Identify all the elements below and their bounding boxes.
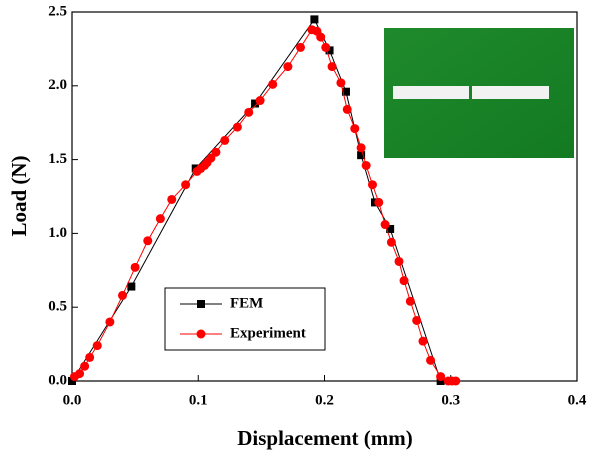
x-tick-label: 0.0 (63, 392, 82, 408)
y-tick-label: 1.5 (48, 151, 67, 167)
data-point (268, 79, 278, 89)
y-tick-label: 0.5 (48, 299, 67, 315)
data-point (356, 143, 366, 153)
data-point (357, 151, 366, 160)
data-point (367, 180, 377, 190)
data-point (361, 161, 371, 171)
data-point (426, 355, 436, 365)
data-point (80, 361, 90, 371)
data-point (350, 124, 360, 134)
x-tick-label: 0.2 (315, 392, 334, 408)
legend-label: Experiment (230, 325, 306, 341)
data-point (244, 107, 254, 117)
data-point (399, 276, 409, 286)
data-point (342, 104, 352, 114)
data-point (68, 377, 76, 385)
data-point (327, 62, 337, 72)
data-point (374, 197, 384, 207)
data-point (155, 214, 165, 224)
data-point (325, 46, 334, 55)
data-point (181, 180, 191, 190)
data-point (283, 62, 293, 72)
data-point (380, 220, 390, 230)
data-point (143, 236, 153, 246)
data-point (341, 87, 350, 96)
data-point (436, 372, 446, 382)
data-point (316, 32, 326, 42)
data-point (255, 96, 265, 106)
legend-label: FEM (230, 295, 263, 311)
data-point (405, 296, 415, 306)
y-axis-label: Load (N) (7, 155, 31, 236)
data-point (321, 42, 331, 52)
data-point (251, 99, 260, 108)
data-point (105, 317, 115, 327)
data-point (310, 15, 319, 24)
data-point (211, 147, 221, 157)
data-point (220, 135, 230, 145)
data-point (92, 341, 102, 351)
inset-photo (384, 28, 574, 158)
y-tick-label: 0.0 (48, 372, 67, 388)
x-tick-label: 0.1 (189, 392, 208, 408)
data-point (206, 153, 216, 163)
data-point (412, 315, 422, 325)
x-tick-label: 0.3 (441, 392, 460, 408)
data-point (167, 194, 177, 204)
y-tick-label: 2.5 (48, 3, 67, 19)
data-point (118, 290, 127, 300)
x-axis-label: Displacement (mm) (237, 426, 413, 450)
data-point (127, 282, 136, 291)
data-point (386, 237, 396, 247)
data-point (130, 262, 140, 272)
legend-marker (197, 300, 205, 308)
legend-box (164, 287, 326, 351)
x-tick-label: 0.4 (568, 392, 587, 408)
data-point (394, 256, 404, 266)
data-point (336, 78, 346, 88)
data-point (386, 224, 395, 233)
data-point (75, 369, 85, 379)
data-point (85, 352, 95, 362)
data-point (232, 122, 242, 132)
legend-marker (196, 329, 206, 339)
y-tick-label: 1.0 (48, 225, 67, 241)
data-point (418, 336, 428, 346)
data-point (296, 42, 306, 52)
data-point (451, 376, 461, 386)
y-tick-label: 2.0 (48, 77, 67, 93)
